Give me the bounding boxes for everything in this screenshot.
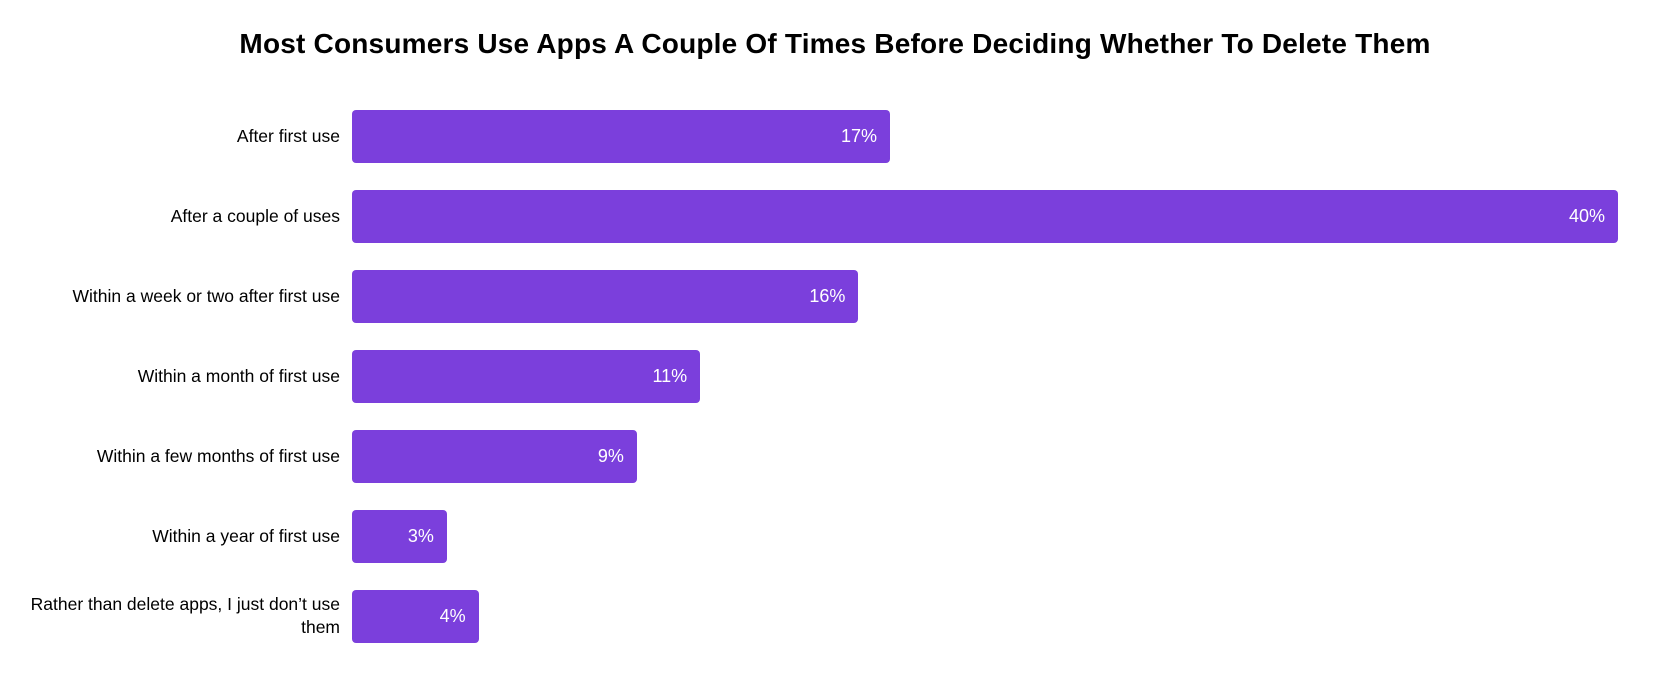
bar-track: 11% — [352, 349, 1618, 403]
value-label: 17% — [841, 125, 878, 146]
bar-track: 9% — [352, 429, 1618, 483]
value-label: 40% — [1568, 205, 1605, 226]
bar-5: 3% — [352, 509, 447, 563]
category-label: Within a month of first use — [137, 365, 340, 386]
category-label: Within a year of first use — [152, 525, 340, 546]
bar-6: 4% — [352, 589, 479, 643]
bar-3: 11% — [352, 349, 701, 403]
chart-row: Within a month of first use 11% — [0, 336, 1670, 416]
value-label: 4% — [439, 605, 466, 626]
chart-row: Within a week or two after first use 16% — [0, 256, 1670, 336]
chart-row: Within a few months of first use 9% — [0, 416, 1670, 496]
value-label: 16% — [809, 285, 846, 306]
bar-track: 4% — [352, 589, 1618, 643]
value-label: 3% — [407, 525, 434, 546]
value-label: 9% — [597, 445, 624, 466]
category-label: Within a week or two after first use — [72, 285, 340, 306]
chart-row: After first use 17% — [0, 96, 1670, 176]
value-label: 11% — [652, 365, 688, 386]
bar-1: 40% — [352, 189, 1618, 243]
chart-title: Most Consumers Use Apps A Couple Of Time… — [239, 28, 1431, 59]
bar-0: 17% — [352, 109, 891, 163]
bar-track: 16% — [352, 269, 1618, 323]
bar-track: 3% — [352, 509, 1618, 563]
chart-rows: After first use 17% After a couple of uses… — [0, 96, 1670, 656]
category-label: After a couple of uses — [170, 205, 340, 226]
bar-track: 40% — [352, 189, 1618, 243]
bar-2: 16% — [352, 269, 859, 323]
chart-row: Rather than delete apps, I just don’t us… — [0, 576, 1670, 656]
chart-row: Within a year of first use 3% — [0, 496, 1670, 576]
category-label: Rather than delete apps, I just don’t us… — [30, 594, 340, 637]
bar-4: 9% — [352, 429, 637, 483]
category-label: Within a few months of first use — [96, 445, 340, 466]
category-label: After first use — [236, 125, 340, 146]
chart-row: After a couple of uses 40% — [0, 176, 1670, 256]
bar-track: 17% — [352, 109, 1618, 163]
